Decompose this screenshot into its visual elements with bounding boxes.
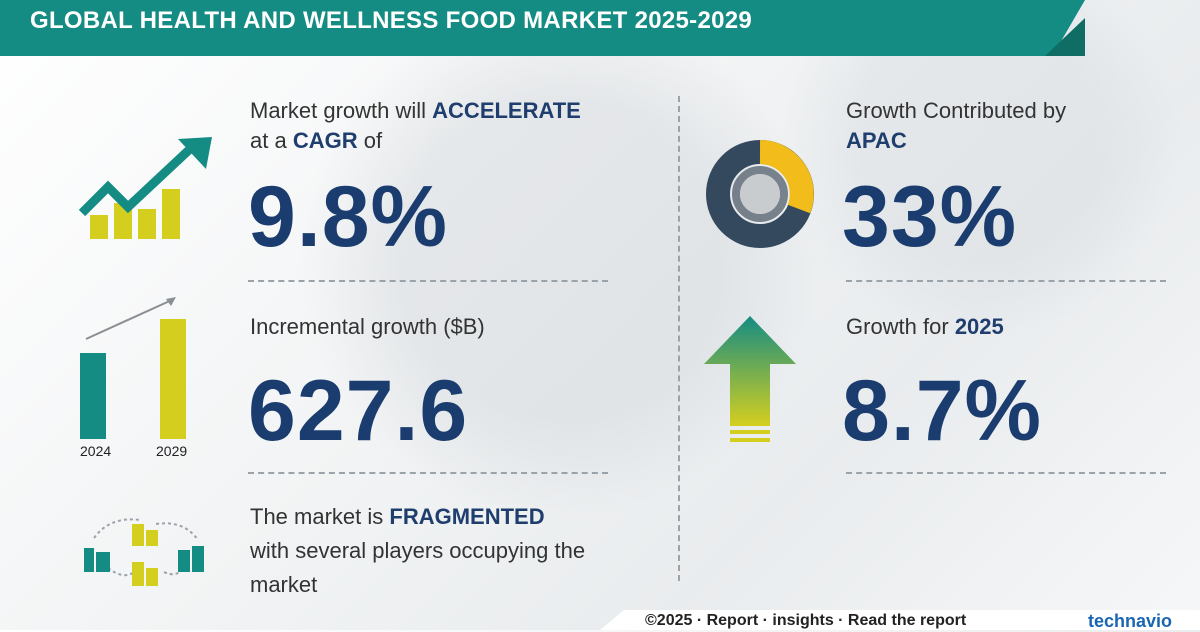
divider bbox=[248, 472, 608, 474]
brand-logo[interactable]: technavio bbox=[1088, 611, 1173, 631]
cagr-label: Market growth will ACCELERATE at a CAGR … bbox=[250, 98, 581, 153]
region-value: 33% bbox=[842, 169, 1018, 265]
divider bbox=[248, 280, 608, 282]
header-banner bbox=[0, 0, 1085, 56]
divider bbox=[846, 280, 1166, 282]
cagr-value: 9.8% bbox=[248, 169, 449, 265]
incremental-value: 627.6 bbox=[248, 363, 469, 459]
page-title: GLOBAL HEALTH AND WELLNESS FOOD MARKET 2… bbox=[30, 7, 753, 34]
footer-text[interactable]: ©2025 · Report · insights · Read the rep… bbox=[645, 612, 967, 629]
footer-bar bbox=[600, 610, 1200, 630]
incremental-label: Incremental growth ($B) bbox=[250, 314, 485, 339]
year-end-label: 2029 bbox=[156, 443, 188, 459]
trend-up-bars-icon bbox=[78, 137, 212, 239]
growth-year-label: Growth for 2025 bbox=[846, 314, 1004, 339]
year-start-label: 2024 bbox=[80, 443, 112, 459]
column-divider bbox=[678, 96, 680, 581]
up-arrow-icon bbox=[704, 316, 796, 442]
divider bbox=[846, 472, 1166, 474]
buildings-network-icon bbox=[84, 518, 204, 586]
market-label: The market is FRAGMENTED with several pl… bbox=[250, 504, 586, 597]
region-label: Growth Contributed by APAC bbox=[846, 98, 1067, 153]
donut-chart-icon bbox=[706, 140, 814, 248]
growth-bars-icon bbox=[80, 297, 186, 439]
growth-year-value: 8.7% bbox=[842, 363, 1043, 459]
